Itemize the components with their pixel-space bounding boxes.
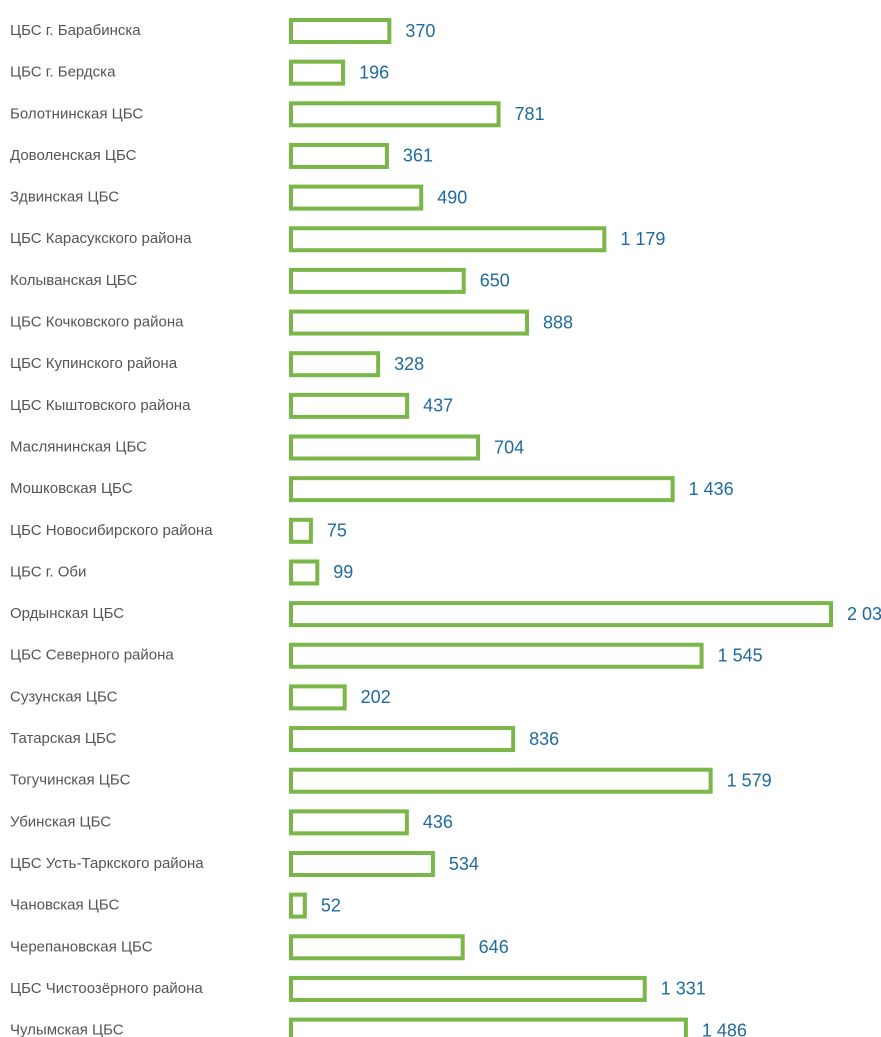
value-label: 888 — [543, 312, 573, 332]
bar — [289, 975, 647, 1002]
bar — [289, 851, 435, 877]
value-label: 75 — [327, 521, 347, 541]
category-label: ЦБС Чистоозёрного района — [10, 980, 203, 997]
category-label: Сузунская ЦБС — [10, 688, 118, 705]
value-label: 650 — [480, 271, 510, 291]
bar — [289, 309, 529, 336]
bar — [289, 809, 409, 836]
bar — [289, 59, 346, 86]
category-label: Татарская ЦБС — [10, 730, 117, 747]
value-label: 1 331 — [661, 979, 706, 999]
category-label: Доволенская ЦБС — [10, 147, 137, 164]
bar — [289, 642, 704, 669]
bar — [289, 142, 389, 169]
bar — [289, 934, 465, 961]
value-label: 704 — [494, 437, 524, 457]
category-label: Болотнинская ЦБС — [10, 105, 143, 122]
category-label: ЦБС Усть-Таркского района — [10, 855, 204, 872]
value-label: 646 — [479, 937, 509, 957]
bar — [289, 392, 410, 419]
value-label: 1 436 — [689, 479, 734, 499]
category-label: ЦБС Кочковского района — [10, 314, 184, 331]
category-label: Чановская ЦБС — [10, 897, 120, 914]
category-label: ЦБС Северного района — [10, 647, 174, 664]
bar — [289, 434, 481, 461]
bar — [289, 892, 307, 919]
value-label: 1 486 — [702, 1020, 747, 1037]
bar — [289, 184, 424, 211]
category-label: ЦБС г. Бердска — [10, 64, 116, 81]
bar — [289, 18, 392, 44]
value-label: 436 — [423, 812, 453, 832]
bar — [289, 601, 833, 628]
value-label: 196 — [359, 62, 389, 82]
category-label: ЦБС Кыштовского района — [10, 397, 191, 414]
category-label: ЦБС Купинского района — [10, 355, 178, 372]
category-label: Колыванская ЦБС — [10, 272, 138, 289]
value-label: 437 — [423, 396, 453, 416]
category-label: ЦБС Карасукского района — [10, 230, 192, 247]
category-label: Убинская ЦБС — [10, 813, 111, 830]
bar — [289, 726, 516, 753]
value-label: 836 — [529, 729, 559, 749]
value-label: 99 — [333, 562, 353, 582]
value-label: 52 — [321, 895, 341, 915]
bar — [289, 684, 347, 711]
value-label: 370 — [405, 21, 435, 41]
value-label: 2 032 — [847, 604, 881, 624]
bar — [289, 517, 313, 544]
bar — [289, 101, 501, 128]
value-label: 781 — [515, 104, 545, 124]
bar — [289, 226, 607, 253]
category-label: ЦБС г. Барабинска — [10, 22, 141, 39]
category-label: Черепановская ЦБС — [10, 938, 153, 955]
bar — [289, 267, 466, 294]
value-label: 1 579 — [727, 770, 772, 790]
bar — [289, 767, 713, 794]
category-label: ЦБС Новосибирского района — [10, 522, 213, 539]
bar — [289, 1017, 688, 1037]
bar — [289, 476, 675, 503]
value-label: 328 — [394, 354, 424, 374]
category-label: Мошковская ЦБС — [10, 480, 133, 497]
category-label: Чулымская ЦБС — [10, 1022, 124, 1037]
value-label: 1 545 — [718, 646, 763, 666]
bar — [289, 559, 320, 586]
category-label: Здвинская ЦБС — [10, 189, 119, 206]
category-label: Тогучинская ЦБС — [10, 772, 131, 789]
bar — [289, 351, 381, 378]
value-label: 534 — [449, 854, 479, 874]
category-label: ЦБС г. Оби — [10, 563, 86, 580]
category-label: Ордынская ЦБС — [10, 605, 124, 622]
value-label: 361 — [403, 146, 433, 166]
value-label: 1 179 — [620, 229, 665, 249]
value-label: 490 — [437, 187, 467, 207]
value-label: 202 — [361, 687, 391, 707]
category-label: Маслянинская ЦБС — [10, 438, 147, 455]
